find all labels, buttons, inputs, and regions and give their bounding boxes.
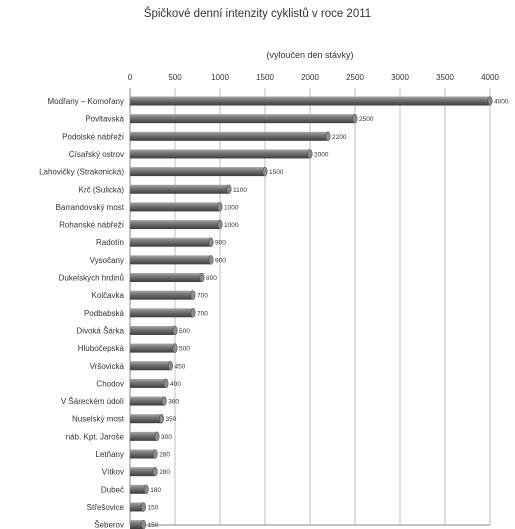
chart-subtitle: (vyloučen den stávky) [266, 50, 354, 60]
value-label: 280 [159, 452, 170, 459]
x-tick-label: 500 [168, 73, 182, 82]
x-tick-label: 1000 [211, 73, 229, 82]
category-label: Barrandovský most [56, 203, 125, 212]
category-label: Modřany – Komořany [48, 97, 124, 106]
category-label: Vysočany [90, 256, 124, 265]
value-label: 350 [166, 416, 177, 423]
value-label: 2500 [359, 116, 374, 123]
bar [130, 308, 196, 318]
category-label: Divoká Šárka [76, 326, 124, 335]
category-label: Střešovice [87, 503, 125, 512]
value-label: 900 [215, 257, 226, 264]
x-tick-label: 3000 [391, 73, 409, 82]
category-label: Lahovičky (Strakonická) [39, 168, 124, 177]
chart-title: Špičkové denní intenzity cyklistů v roce… [143, 8, 372, 20]
bar [130, 378, 169, 389]
bar [130, 290, 196, 300]
value-label: 700 [197, 310, 208, 317]
bar [130, 131, 331, 142]
value-label: 150 [148, 504, 159, 511]
bar [130, 272, 205, 283]
value-label: 1000 [224, 222, 239, 229]
value-label: 2200 [332, 134, 347, 141]
category-label: Radotín [96, 238, 124, 247]
value-label: 400 [170, 381, 181, 388]
bar [130, 519, 146, 529]
value-label: 500 [179, 346, 190, 353]
x-tick-label: 4000 [481, 73, 499, 82]
category-label: Chodov [96, 379, 124, 388]
category-label: Vršovická [90, 362, 125, 371]
category-label: Podbabská [84, 309, 125, 318]
bar [130, 237, 214, 247]
value-label: 450 [175, 363, 186, 370]
bar [130, 149, 313, 159]
value-label: 1000 [224, 204, 239, 211]
category-label: Dubeč [101, 485, 124, 494]
bar [130, 202, 223, 212]
bar [130, 255, 214, 265]
bar [130, 431, 160, 442]
category-label: Povltavská [85, 115, 124, 124]
category-label: Šeberov [94, 521, 124, 529]
x-tick-label: 2000 [301, 73, 319, 82]
bar [130, 96, 493, 106]
category-label: Hlubočepská [78, 344, 125, 353]
bar [130, 484, 149, 495]
x-tick-label: 0 [128, 73, 133, 82]
category-label: Císařský ostrov [69, 150, 124, 159]
category-label: náb. Kpt. Jaroše [66, 432, 125, 441]
value-label: 900 [215, 240, 226, 247]
bar [130, 502, 146, 512]
category-label: V Šáreckém údolí [61, 397, 125, 406]
bar [130, 449, 158, 459]
category-label: Dukelských hrdinů [59, 274, 124, 283]
category-label: Kolčavka [92, 291, 125, 300]
value-label: 1100 [233, 187, 247, 194]
value-label: 700 [197, 293, 208, 300]
bar [130, 343, 178, 353]
value-label: 500 [179, 328, 190, 335]
value-label: 1500 [269, 169, 284, 176]
value-label: 180 [150, 487, 161, 494]
value-label: 380 [168, 399, 179, 406]
value-label: 4000 [494, 99, 509, 106]
bar [130, 361, 173, 371]
bar [130, 466, 158, 477]
value-label: 2000 [314, 151, 329, 158]
value-label: 800 [206, 275, 217, 282]
bar [130, 396, 167, 406]
category-label: Rohanské nábřeží [59, 221, 125, 230]
category-label: Vítkov [102, 468, 124, 477]
category-label: Nuselský most [72, 415, 125, 424]
bar [130, 219, 223, 230]
x-tick-label: 3500 [436, 73, 454, 82]
x-tick-label: 1500 [256, 73, 274, 82]
bar [130, 184, 232, 194]
category-label: Letňany [96, 450, 124, 459]
category-label: Podolské nábřeží [62, 132, 125, 141]
value-label: 300 [161, 434, 172, 441]
bar [130, 113, 358, 124]
value-label: 280 [159, 469, 170, 476]
bar [130, 325, 178, 336]
x-tick-label: 2500 [346, 73, 364, 82]
bar [130, 413, 164, 424]
value-label: 150 [148, 522, 159, 529]
bar [130, 166, 268, 177]
category-label: Krč (Sulická) [79, 185, 125, 194]
